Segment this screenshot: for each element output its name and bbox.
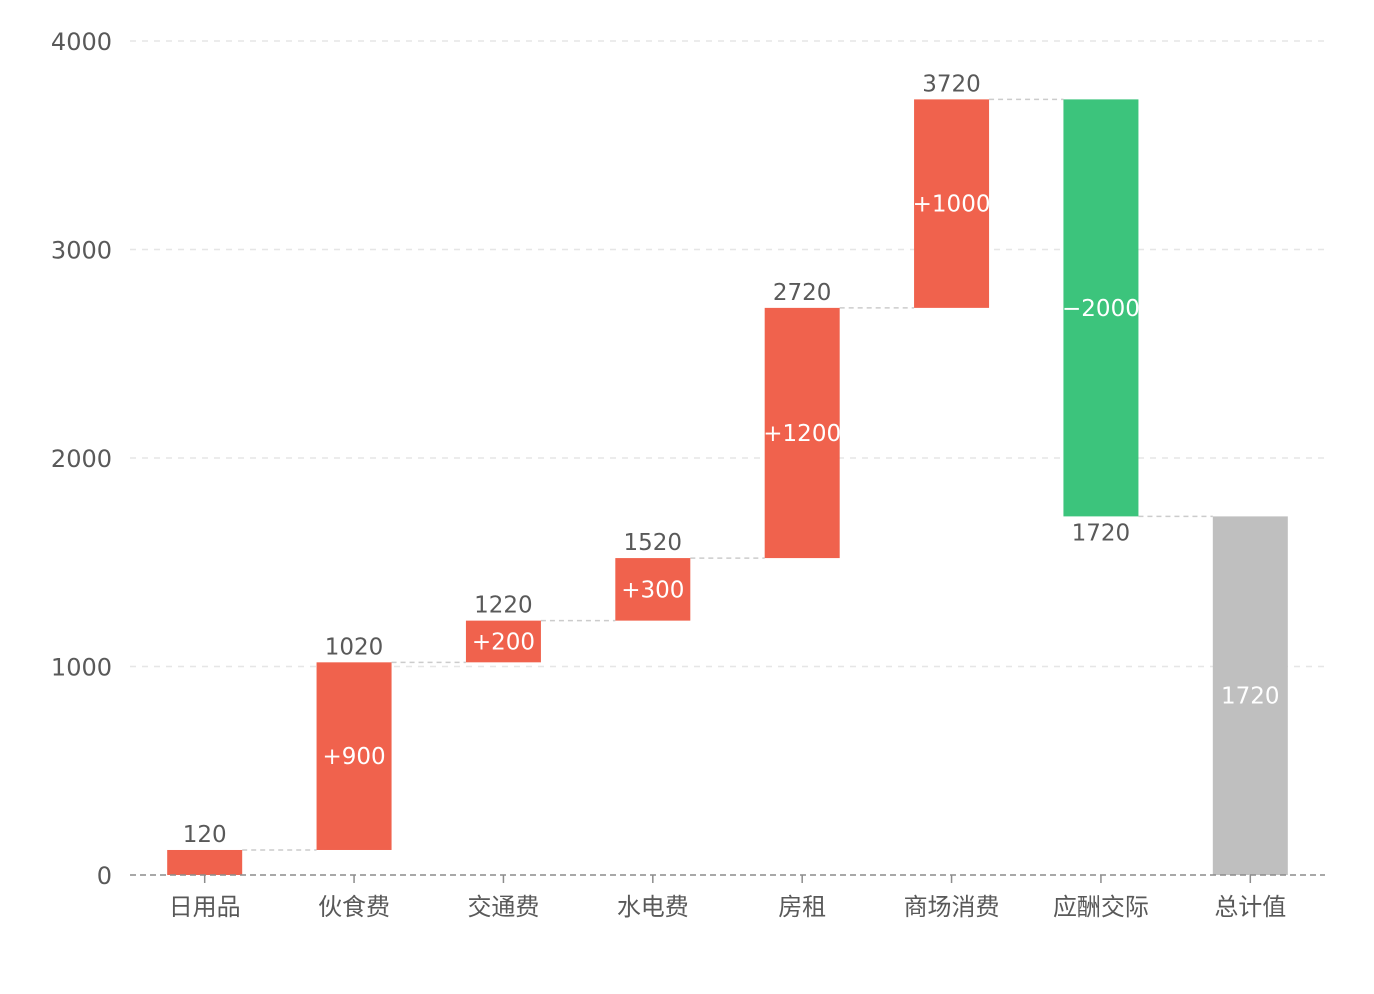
bar-total-label: 2720 bbox=[773, 280, 832, 306]
bar-increase bbox=[764, 307, 840, 559]
axis-layer: 0 1000 2000 3000 4000 日用品 伙食费 交通费 水电费 房租 商场消费 应酬交际 总… bbox=[51, 28, 1325, 921]
bar-total-label: 1720 bbox=[1072, 520, 1131, 546]
bar-increase bbox=[615, 558, 691, 621]
y-tick-label: 0 bbox=[97, 862, 112, 890]
x-tick-label: 交通费 bbox=[467, 893, 539, 921]
y-tick-label: 3000 bbox=[51, 237, 112, 265]
bar-delta-label: +900 bbox=[322, 744, 385, 770]
bar-increase bbox=[914, 99, 990, 308]
x-tick-label: 商场消费 bbox=[904, 893, 1000, 921]
bar-total-label: 1220 bbox=[474, 593, 533, 619]
bar-layer bbox=[167, 99, 1288, 875]
bar-delta-label: +1000 bbox=[913, 192, 991, 218]
y-tick-label: 2000 bbox=[51, 445, 112, 473]
bar-total-label: 120 bbox=[183, 822, 227, 848]
bar-delta-label: +200 bbox=[472, 629, 535, 655]
connector-layer bbox=[242, 98, 1213, 851]
bar-delta-label: 1720 bbox=[1221, 684, 1280, 710]
bar-total bbox=[1212, 516, 1288, 875]
x-tick-label: 总计值 bbox=[1214, 893, 1286, 921]
bar-increase bbox=[316, 662, 392, 850]
x-tick-label: 房租 bbox=[778, 893, 826, 921]
y-tick-label: 1000 bbox=[51, 654, 112, 682]
bar-delta-label: −2000 bbox=[1062, 296, 1140, 322]
bar-increase bbox=[465, 620, 541, 663]
bar-total-label: 1020 bbox=[325, 634, 384, 660]
x-tick-label: 应酬交际 bbox=[1053, 893, 1149, 921]
bar-total-label: 1520 bbox=[624, 530, 683, 556]
label-layer: 120 1020 +900 1220 +200 1520 +300 2720 +1200 3720… bbox=[183, 71, 1280, 848]
grid-layer bbox=[130, 40, 1325, 668]
bar-delta-label: +300 bbox=[621, 577, 684, 603]
y-tick-label: 4000 bbox=[51, 28, 112, 56]
bar-decrease bbox=[1063, 99, 1139, 517]
x-tick-label: 日用品 bbox=[169, 893, 241, 921]
bar-total-label: 3720 bbox=[922, 71, 981, 97]
x-tick-label: 伙食费 bbox=[318, 893, 390, 921]
bar-delta-label: +1200 bbox=[763, 421, 841, 447]
bar-increase bbox=[167, 849, 243, 875]
x-tick-label: 水电费 bbox=[617, 893, 689, 921]
